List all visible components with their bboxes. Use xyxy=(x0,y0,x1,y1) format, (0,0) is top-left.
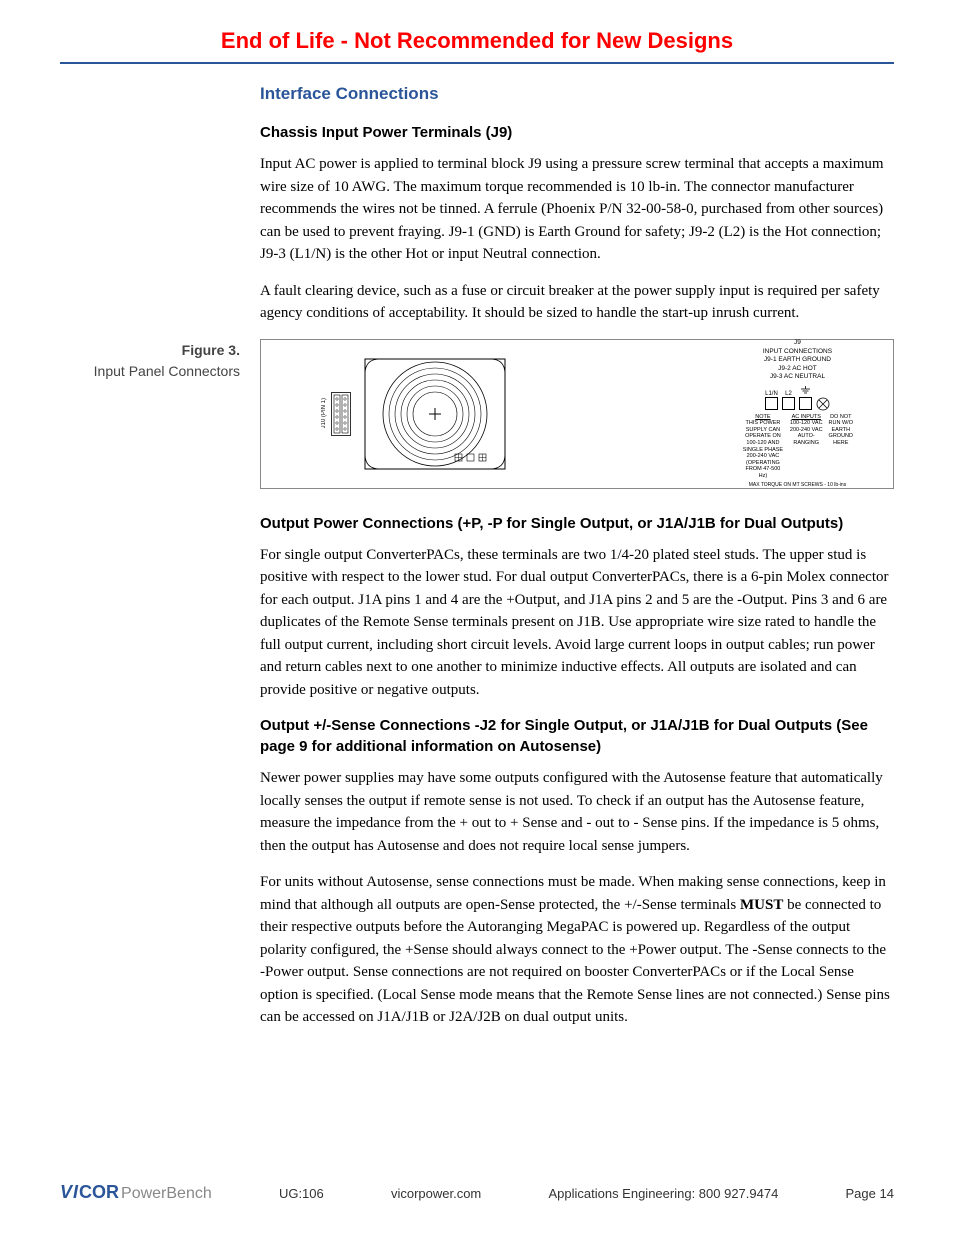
ground-symbol-label xyxy=(799,386,812,397)
here: HERE xyxy=(833,440,848,446)
j10-connector-icon xyxy=(331,392,351,436)
ground: GROUND xyxy=(829,433,853,439)
ac-v1: 100-120 VAC xyxy=(790,420,823,426)
figure-3-panel: J10 (PIN 1) xyxy=(260,339,894,489)
auto: AUTO- xyxy=(798,433,815,439)
terminal-l1n: L1/N xyxy=(765,391,778,410)
j10-pin-label: J10 (PIN 1) xyxy=(321,398,327,428)
l1n-label: L1/N xyxy=(765,391,778,397)
j9-line-1: J9-1 EARTH GROUND xyxy=(764,356,831,363)
header-rule xyxy=(60,62,894,64)
note-text: THIS POWER SUPPLY CAN OPERATE ON 100-120… xyxy=(743,420,783,479)
square-icon xyxy=(799,397,812,410)
note-label: NOTE xyxy=(755,414,770,420)
j9-title: J9 xyxy=(794,339,801,346)
chassis-heading: Chassis Input Power Terminals (J9) xyxy=(260,122,894,143)
page: End of Life - Not Recommended for New De… xyxy=(0,0,954,1235)
j9-subtitle: INPUT CONNECTIONS xyxy=(763,348,832,355)
ground-icon xyxy=(800,386,811,395)
section-title: Interface Connections xyxy=(260,84,894,104)
j9-line-3: J9-3 AC NEUTRAL xyxy=(770,373,825,380)
brand-vi: VI xyxy=(60,1182,79,1202)
warning-col: DO NOT RUN W/O EARTH GROUND HERE xyxy=(829,414,853,480)
fan-icon xyxy=(355,354,515,474)
earth: EARTH xyxy=(832,427,851,433)
page-footer: VICORPowerBench UG:106 vicorpower.com Ap… xyxy=(60,1182,894,1203)
main-column: Interface Connections Chassis Input Powe… xyxy=(260,84,894,1043)
runwo: RUN W/O xyxy=(829,420,853,426)
figure-caption: Input Panel Connectors xyxy=(60,361,240,382)
output-power-p1: For single output ConverterPACs, these t… xyxy=(260,544,894,702)
chassis-p1: Input AC power is applied to terminal bl… xyxy=(260,153,894,266)
donot: DO NOT xyxy=(830,414,851,420)
ac-inputs-col: AC INPUTS 100-120 VAC 200-240 VAC AUTO- … xyxy=(790,414,823,480)
j9-terminal-block: J9 INPUT CONNECTIONS J9-1 EARTH GROUND J… xyxy=(742,339,853,487)
square-icon xyxy=(765,397,778,410)
note-row: NOTE THIS POWER SUPPLY CAN OPERATE ON 10… xyxy=(742,414,853,480)
fan-connector-diagram: J10 (PIN 1) xyxy=(321,354,515,474)
sense-heading: Output +/-Sense Connections -J2 for Sing… xyxy=(260,715,894,757)
max-torque: MAX TORQUE ON MT SCREWS - 10 lb-ins xyxy=(749,482,847,488)
j9-line-2: J9-2 AC HOT xyxy=(778,365,817,372)
ac-v2: 200-240 VAC xyxy=(790,427,823,433)
sense-p2: For units without Autosense, sense conne… xyxy=(260,871,894,1029)
chassis-p2: A fault clearing device, such as a fuse … xyxy=(260,280,894,325)
footer-apps: Applications Engineering: 800 927.9474 xyxy=(548,1186,778,1201)
margin-column: Figure 3. Input Panel Connectors xyxy=(60,84,240,1043)
figure-label: Figure 3. xyxy=(60,340,240,361)
content-columns: Figure 3. Input Panel Connectors Interfa… xyxy=(60,84,894,1043)
terminal-l2: L2 xyxy=(782,391,795,410)
ranging: RANGING xyxy=(793,440,819,446)
terminal-row: L1/N L2 xyxy=(765,386,830,410)
j9-header: J9 INPUT CONNECTIONS J9-1 EARTH GROUND J… xyxy=(763,339,832,381)
eol-banner: End of Life - Not Recommended for New De… xyxy=(60,28,894,54)
footer-page: Page 14 xyxy=(846,1186,894,1201)
square-icon xyxy=(782,397,795,410)
brand-cor: COR xyxy=(79,1182,119,1202)
output-power-heading: Output Power Connections (+P, -P for Sin… xyxy=(260,513,894,534)
ac-inputs-label: AC INPUTS xyxy=(792,414,821,420)
sense-must: MUST xyxy=(740,897,783,913)
note-col: NOTE THIS POWER SUPPLY CAN OPERATE ON 10… xyxy=(742,414,784,480)
sense-p2b: be connected to their respective outputs… xyxy=(260,897,890,1026)
footer-url: vicorpower.com xyxy=(391,1186,481,1201)
brand-powerbench: PowerBench xyxy=(121,1185,212,1202)
screw-icon xyxy=(816,397,830,411)
sense-p1: Newer power supplies may have some outpu… xyxy=(260,767,894,857)
footer-ug: UG:106 xyxy=(279,1186,324,1201)
terminal-gnd xyxy=(799,386,812,410)
brand-logo: VICORPowerBench xyxy=(60,1182,212,1203)
